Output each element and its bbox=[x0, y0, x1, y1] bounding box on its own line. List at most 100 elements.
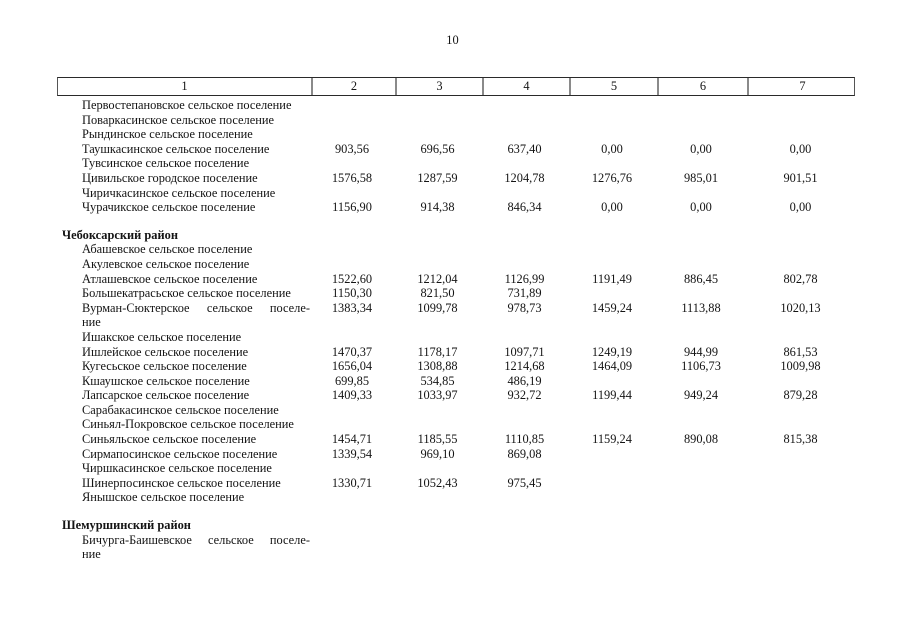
value-cell: 969,10 bbox=[420, 446, 455, 461]
column-header-4: 4 bbox=[482, 78, 569, 95]
settlement-name-cell: Чурачикское сельское поселение bbox=[57, 200, 310, 215]
value-cell: 886,45 bbox=[683, 271, 719, 286]
settlement-name-continued: ние bbox=[82, 547, 101, 562]
value-cell: 1113,88 bbox=[681, 300, 721, 315]
settlement-name-cell: Кшаушское сельское поселение bbox=[57, 374, 310, 389]
value-cell: 944,99 bbox=[683, 344, 719, 359]
settlement-name-cell: Кугесьское сельское поселение bbox=[57, 359, 310, 374]
value-cell: 1308,88 bbox=[417, 359, 458, 374]
value-cell: 1199,44 bbox=[592, 388, 632, 403]
table-row: Цивильское городское поселение 1576,58 128… bbox=[57, 171, 855, 186]
settlement-name-cell: Бичурга-Баишевское сельское поселе-ние bbox=[57, 533, 310, 562]
value-cell: 0,00 bbox=[690, 141, 712, 156]
column-header-6: 6 bbox=[657, 78, 747, 95]
table-row: Абашевское сельское поселение bbox=[57, 242, 855, 257]
value-cell: 869,08 bbox=[507, 446, 542, 461]
table-row: Большекатрасьское сельское поселение 1150… bbox=[57, 286, 855, 301]
value-cell: 978,73 bbox=[507, 300, 542, 315]
value-cell: 914,38 bbox=[420, 200, 455, 215]
table-row: Рындинское сельское поселение bbox=[57, 127, 855, 142]
settlement-name-cell: Атлашевское сельское поселение bbox=[57, 272, 310, 287]
settlement-name: Цивильское городское поселение bbox=[82, 170, 258, 185]
settlement-name: Кугесьское сельское поселение bbox=[82, 359, 247, 374]
settlement-name-cell: Ишлейское сельское поселение bbox=[57, 345, 310, 360]
settlement-name: Синьяльское сельское поселение bbox=[82, 432, 257, 447]
value-cell: 932,72 bbox=[507, 388, 542, 403]
value-cell: 1470,37 bbox=[331, 344, 373, 359]
value-cell: 846,34 bbox=[507, 200, 542, 215]
table-row: Шинерпосинское сельское поселение 1330,71… bbox=[57, 476, 855, 491]
value-cell: 1185,55 bbox=[417, 432, 458, 447]
value-cell: 1150,30 bbox=[332, 286, 372, 301]
value-cell: 890,08 bbox=[683, 432, 719, 447]
value-cell: 1409,33 bbox=[331, 388, 373, 403]
settlement-name: Вурман-Сюктерское сельское поселе- bbox=[82, 300, 310, 315]
value-cell: 1522,60 bbox=[331, 271, 373, 286]
column-header-7: 7 bbox=[747, 78, 856, 95]
value-cell: 1178,17 bbox=[417, 344, 458, 359]
settlement-name: Чиршкасинское сельское поселение bbox=[82, 461, 272, 476]
settlement-name-cell: Акулевское сельское поселение bbox=[57, 257, 310, 272]
value-cell: 1097,71 bbox=[504, 344, 545, 359]
table-row: Бичурга-Баишевское сельское поселе-ние bbox=[57, 533, 855, 562]
value-cell: 1339,54 bbox=[331, 446, 373, 461]
settlement-name: Сарабакасинское сельское поселение bbox=[82, 402, 279, 417]
value-cell: 975,45 bbox=[507, 475, 542, 490]
value-cell: 0,00 bbox=[789, 141, 812, 156]
value-cell: 1212,04 bbox=[417, 271, 458, 286]
settlement-name-cell: Рындинское сельское поселение bbox=[57, 127, 310, 142]
value-cell: 1033,97 bbox=[417, 388, 458, 403]
column-header-3: 3 bbox=[395, 78, 482, 95]
value-cell: 1106,73 bbox=[681, 359, 721, 374]
value-cell: 821,50 bbox=[420, 286, 455, 301]
table-header-row: 1 2 3 4 5 6 7 bbox=[57, 77, 855, 96]
value-cell: 1156,90 bbox=[332, 200, 372, 215]
value-cell: 1330,71 bbox=[331, 475, 373, 490]
value-cell: 1459,24 bbox=[591, 300, 633, 315]
settlement-name-cell: Таушкасинское сельское поселение bbox=[57, 142, 310, 157]
value-cell: 696,56 bbox=[420, 141, 455, 156]
table-row: Чиршкасинское сельское поселение bbox=[57, 461, 855, 476]
settlement-name-cell: Первостепановское сельское поселение bbox=[57, 98, 310, 113]
value-cell: 1383,34 bbox=[331, 300, 373, 315]
value-cell: 1052,43 bbox=[417, 475, 458, 490]
settlement-name: Абашевское сельское поселение bbox=[82, 242, 253, 257]
value-cell: 1110,85 bbox=[504, 432, 545, 447]
value-cell: 949,24 bbox=[683, 388, 719, 403]
settlement-name: Лапсарское сельское поселение bbox=[82, 388, 250, 403]
table-row: Сирмапосинское сельское поселение 1339,54… bbox=[57, 447, 855, 462]
value-cell: 1276,76 bbox=[591, 170, 633, 185]
settlement-name-cell: Синьяльское сельское поселение bbox=[57, 432, 310, 447]
table-row: Тувсинское сельское поселение bbox=[57, 156, 855, 171]
table-row: Чиричкасинское сельское поселение bbox=[57, 186, 855, 201]
table-row: Чурачикское сельское поселение 1156,90 914… bbox=[57, 200, 855, 215]
table-row: Вурман-Сюктерское сельское поселе-ние 138… bbox=[57, 301, 855, 330]
table-row: Янышское сельское поселение bbox=[57, 490, 855, 505]
settlement-name-continued: ние bbox=[82, 315, 101, 330]
value-cell: 1020,13 bbox=[780, 300, 821, 315]
value-cell: 731,89 bbox=[507, 286, 542, 301]
settlement-name: Бичурга-Баишевское сельское поселе- bbox=[82, 532, 310, 547]
value-cell: 802,78 bbox=[783, 271, 818, 286]
settlement-name: Янышское сельское поселение bbox=[82, 490, 245, 505]
value-cell: 1249,19 bbox=[591, 344, 633, 359]
value-cell: 1214,68 bbox=[504, 359, 545, 374]
value-cell: 1191,49 bbox=[592, 271, 632, 286]
table-row: Кугесьское сельское поселение 1656,04 1308… bbox=[57, 359, 855, 374]
settlement-name-cell: Чиршкасинское сельское поселение bbox=[57, 461, 310, 476]
settlement-name: Тувсинское сельское поселение bbox=[82, 156, 250, 171]
settlement-name: Кшаушское сельское поселение bbox=[82, 373, 250, 388]
table-row: Синьял-Покровское сельское поселение bbox=[57, 417, 855, 432]
settlement-name-cell: Сирмапосинское сельское поселение bbox=[57, 447, 310, 462]
settlements-table: 1 2 3 4 5 6 7 Первостепановское сельское… bbox=[57, 77, 855, 562]
table-row: Сарабакасинское сельское поселение bbox=[57, 403, 855, 418]
settlement-name-cell: Цивильское городское поселение bbox=[57, 171, 310, 186]
settlement-name-cell: Янышское сельское поселение bbox=[57, 490, 310, 505]
value-cell: 1454,71 bbox=[331, 432, 373, 447]
column-header-1: 1 bbox=[181, 79, 188, 93]
settlement-name: Сирмапосинское сельское поселение bbox=[82, 446, 278, 461]
column-header-2: 2 bbox=[311, 78, 395, 95]
settlement-name: Ишлейское сельское поселение bbox=[82, 344, 249, 359]
value-cell: 1576,58 bbox=[331, 170, 373, 185]
